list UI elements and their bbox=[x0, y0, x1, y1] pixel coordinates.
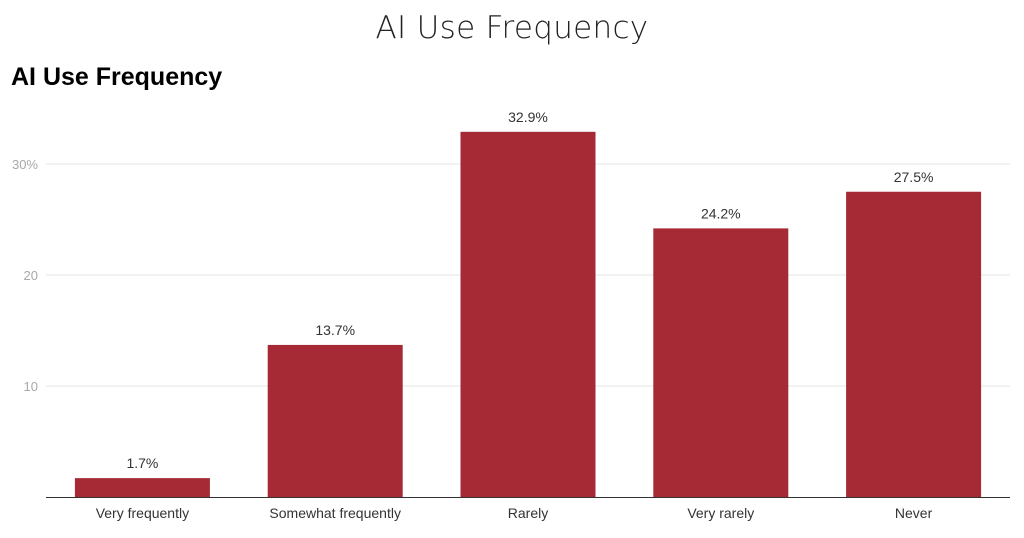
data-labels: 1.7% 13.7% 32.9% 24.2% 27.5% bbox=[126, 109, 933, 471]
bar-value-label: 1.7% bbox=[126, 455, 158, 471]
bar bbox=[653, 228, 789, 497]
bar bbox=[846, 191, 982, 497]
chart-title: AI Use Frequency bbox=[11, 63, 223, 91]
bar bbox=[267, 344, 403, 497]
bar bbox=[74, 478, 210, 497]
page-title: AI Use Frequency bbox=[375, 10, 649, 46]
bar-value-label: 32.9% bbox=[508, 109, 548, 125]
bar-value-label: 24.2% bbox=[701, 205, 741, 221]
x-category-label: Very rarely bbox=[687, 505, 754, 521]
y-tick-label: 30% bbox=[12, 157, 38, 172]
x-category-label: Very frequently bbox=[96, 505, 189, 521]
x-category-label: Somewhat frequently bbox=[269, 505, 401, 521]
bar bbox=[460, 131, 596, 497]
bar-value-label: 27.5% bbox=[894, 169, 934, 185]
y-tick-label: 10 bbox=[24, 379, 38, 394]
x-category-label: Never bbox=[895, 505, 933, 521]
x-axis-labels: Very frequently Somewhat frequently Rarely… bbox=[96, 505, 933, 521]
y-axis-ticks: 10 20 30% bbox=[12, 157, 38, 394]
x-category-label: Rarely bbox=[508, 505, 548, 521]
bar-value-label: 13.7% bbox=[315, 322, 355, 338]
y-tick-label: 20 bbox=[24, 268, 38, 283]
bars bbox=[74, 131, 982, 497]
